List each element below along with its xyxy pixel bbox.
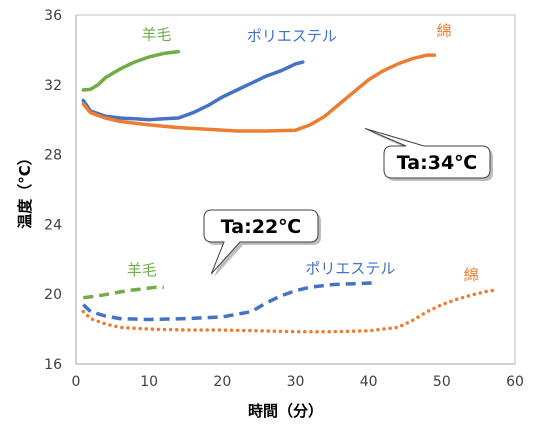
x-tick-label: 20 xyxy=(213,374,231,390)
plot-frame xyxy=(75,14,516,365)
callout: Ta:22℃ xyxy=(203,209,321,277)
x-tick-label: 50 xyxy=(433,374,451,390)
y-tick-label: 16 xyxy=(44,357,62,373)
callout-bubble xyxy=(203,209,319,275)
callout: Ta:34℃ xyxy=(364,127,493,181)
x-tick-label: 10 xyxy=(140,374,158,390)
series-label: ポリエステル xyxy=(247,27,337,45)
callouts: Ta:34℃ Ta:22℃ xyxy=(203,127,493,277)
series-line xyxy=(83,285,164,300)
x-tick-label: 30 xyxy=(287,374,305,390)
series-lines xyxy=(81,49,499,334)
x-axis-label: 時間（分） xyxy=(248,402,323,420)
callout-bubble xyxy=(364,127,491,179)
series-line xyxy=(81,49,181,92)
y-tick-label: 24 xyxy=(44,217,62,233)
series-line xyxy=(81,53,437,133)
y-tick-label: 20 xyxy=(44,287,62,303)
series-labels: 羊毛 ポリエステル 綿羊毛 ポリエステル綿 xyxy=(127,22,479,284)
series-label: 羊毛 xyxy=(127,261,157,279)
y-tick-label: 28 xyxy=(44,148,62,164)
x-tick-label: 60 xyxy=(506,374,524,390)
y-tick-label: 32 xyxy=(44,78,62,94)
y-tick-label: 36 xyxy=(44,8,62,24)
callout-text: Ta:22℃ xyxy=(221,216,301,238)
series-line xyxy=(82,281,377,322)
x-tick-label: 0 xyxy=(72,374,81,390)
series-label: ポリエステル xyxy=(305,259,395,277)
series-line xyxy=(81,60,305,122)
series-line xyxy=(81,288,499,334)
callout-text: Ta:34℃ xyxy=(397,152,477,174)
y-axis-label: 温度（°C） xyxy=(16,150,34,229)
series-label: 綿 xyxy=(464,266,479,284)
axes: 0 10 20 30 40 50 60 16 20 24 28 32 36 時間（分） 温度（°C） xyxy=(16,8,524,420)
series-label: 羊毛 xyxy=(141,25,171,43)
x-tick-label: 40 xyxy=(360,374,378,390)
series-label: 綿 xyxy=(437,22,452,40)
